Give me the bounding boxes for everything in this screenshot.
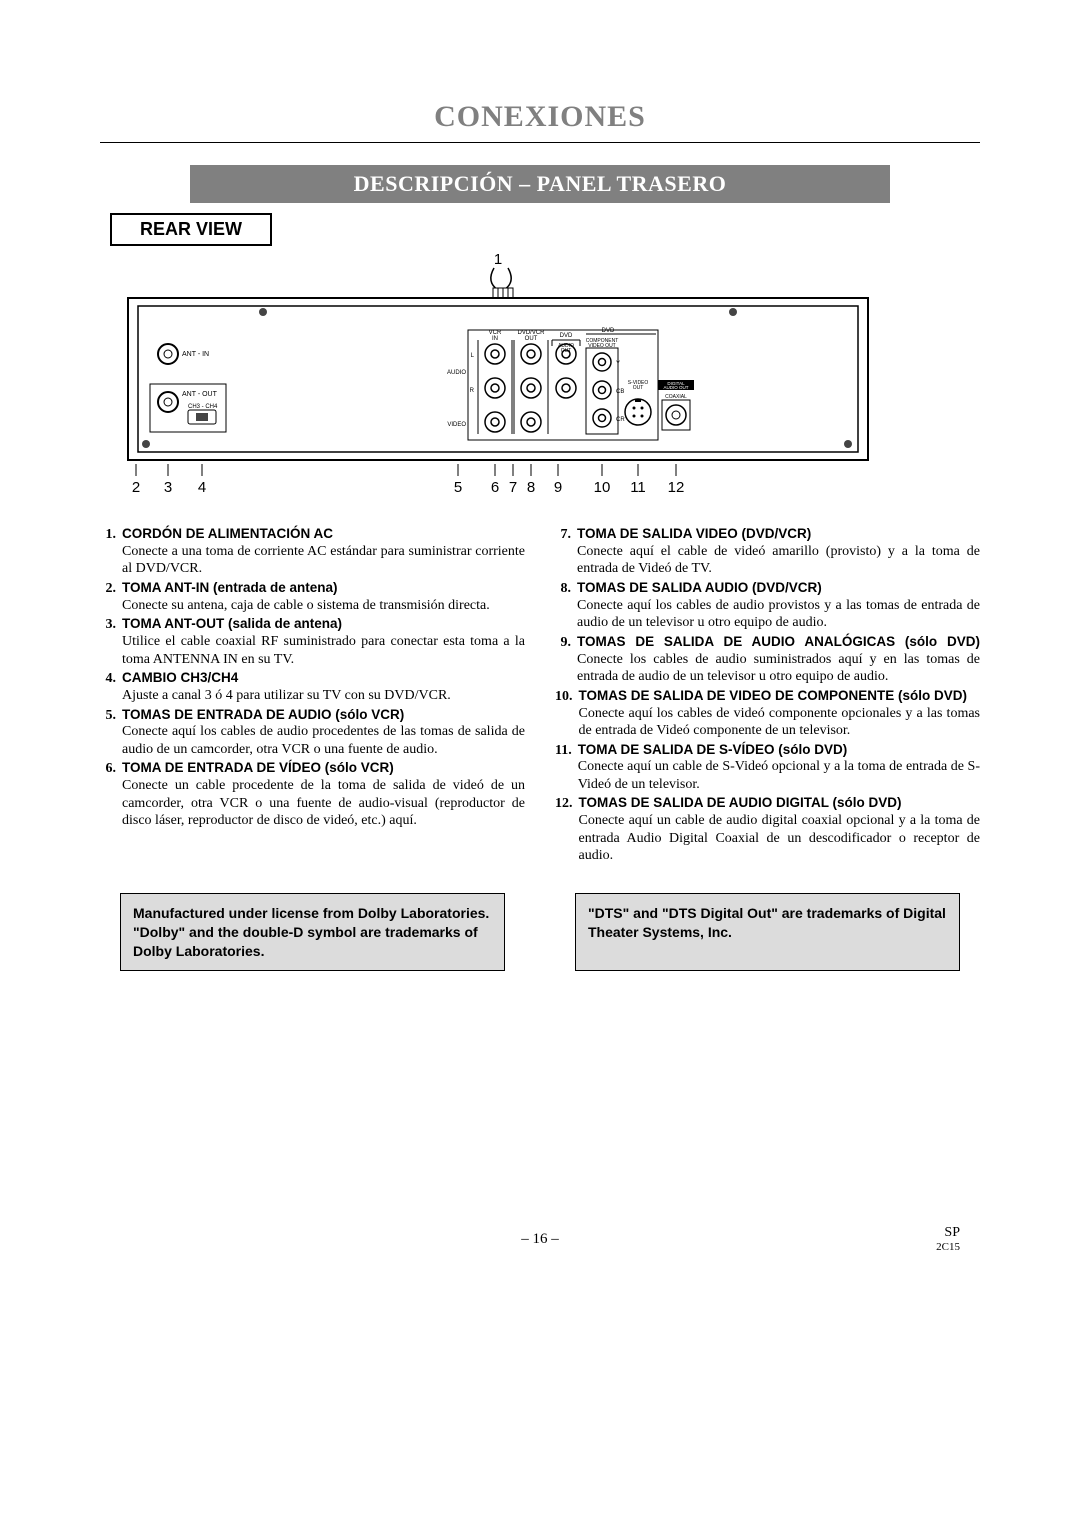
callout-8: 8 — [527, 479, 535, 496]
svg-text:IN: IN — [492, 336, 498, 342]
svg-text:ANT - OUT: ANT - OUT — [182, 391, 218, 398]
svg-text:OUT: OUT — [633, 385, 644, 391]
callout-1: 1 — [494, 252, 502, 268]
item-number: 8. — [555, 580, 577, 632]
svg-text:VIDEO: VIDEO — [447, 422, 466, 428]
item-number: 7. — [555, 526, 577, 578]
list-item: 3.TOMA ANT-OUT (salida de antena)Utilice… — [100, 616, 525, 668]
list-item: 11.TOMA DE SALIDA DE S-VÍDEO (sólo DVD)C… — [555, 742, 980, 794]
item-title: TOMA DE SALIDA DE S-VÍDEO (sólo DVD) — [578, 742, 980, 759]
center-jacks: VCR IN DVD/VCR OUT DVD DVD AUDIO L R VID… — [447, 328, 694, 440]
item-title: TOMA DE SALIDA VIDEO (DVD/VCR) — [577, 526, 980, 543]
item-title: CAMBIO CH3/CH4 — [122, 670, 525, 687]
svg-text:DVD: DVD — [602, 328, 615, 334]
svg-text:Y: Y — [616, 361, 620, 367]
callout-4: 4 — [198, 479, 206, 496]
callout-10: 10 — [594, 479, 611, 496]
diagram-svg: 1 ANT - IN ANT - OUT CH3 - CH4 VCR IN DV… — [118, 252, 878, 502]
right-column: 7.TOMA DE SALIDA VIDEO (DVD/VCR)Conecte … — [555, 526, 980, 867]
item-title: CORDÓN DE ALIMENTACIÓN AC — [122, 526, 525, 543]
svg-text:COAXIAL: COAXIAL — [665, 394, 687, 400]
svg-text:AUDIO: AUDIO — [447, 370, 466, 376]
callout-7: 7 — [509, 479, 517, 496]
list-item: 7.TOMA DE SALIDA VIDEO (DVD/VCR)Conecte … — [555, 526, 980, 578]
item-title: TOMAS DE SALIDA AUDIO (DVD/VCR) — [577, 580, 980, 597]
callout-9: 9 — [554, 479, 562, 496]
list-item: 1.CORDÓN DE ALIMENTACIÓN ACConecte a una… — [100, 526, 525, 578]
dts-notice: "DTS" and "DTS Digital Out" are trademar… — [575, 893, 960, 972]
item-number: 9. — [555, 634, 577, 686]
left-column: 1.CORDÓN DE ALIMENTACIÓN ACConecte a una… — [100, 526, 525, 867]
item-number: 4. — [100, 670, 122, 704]
svg-text:AUDIO OUT: AUDIO OUT — [663, 385, 688, 390]
item-desc: Conecte los cables de audio suministrado… — [577, 651, 980, 686]
antenna-block: ANT - IN ANT - OUT CH3 - CH4 — [150, 344, 226, 432]
item-number: 1. — [100, 526, 122, 578]
item-title: TOMAS DE ENTRADA DE AUDIO (sólo VCR) — [122, 707, 525, 724]
list-item: 2.TOMA ANT-IN (entrada de antena)Conecte… — [100, 580, 525, 614]
svg-text:ANT - IN: ANT - IN — [182, 351, 209, 358]
item-desc: Utilice el cable coaxial RF suministrado… — [122, 633, 525, 668]
item-title: TOMAS DE SALIDA DE AUDIO DIGITAL (sólo D… — [579, 795, 981, 812]
svg-text:DVD: DVD — [560, 333, 573, 339]
item-desc: Conecte aquí un cable de S-Videó opciona… — [578, 758, 980, 793]
item-number: 12. — [555, 795, 579, 864]
list-item: 6.TOMA DE ENTRADA DE VÍDEO (sólo VCR)Con… — [100, 760, 525, 829]
item-desc: Conecte su antena, caja de cable o siste… — [122, 597, 525, 615]
description-columns: 1.CORDÓN DE ALIMENTACIÓN ACConecte a una… — [100, 526, 980, 867]
svg-text:CH3 - CH4: CH3 - CH4 — [188, 404, 218, 410]
callout-5: 5 — [454, 479, 462, 496]
item-title: TOMA ANT-OUT (salida de antena) — [122, 616, 525, 633]
list-item: 12.TOMAS DE SALIDA DE AUDIO DIGITAL (sól… — [555, 795, 980, 864]
section-bar: DESCRIPCIÓN – PANEL TRASERO — [190, 165, 890, 203]
page-title: CONEXIONES — [100, 100, 980, 134]
callout-12: 12 — [668, 479, 685, 496]
callout-11: 11 — [630, 479, 646, 496]
dolby-notice: Manufactured under license from Dolby La… — [120, 893, 505, 972]
item-number: 2. — [100, 580, 122, 614]
page-number: – 16 – — [100, 1231, 980, 1248]
item-desc: Ajuste a canal 3 ó 4 para utilizar su TV… — [122, 687, 525, 705]
item-title: TOMA DE ENTRADA DE VÍDEO (sólo VCR) — [122, 760, 525, 777]
footer: – 16 – SP 2C15 — [100, 1231, 980, 1271]
svg-text:CR: CR — [616, 417, 625, 423]
list-item: 4.CAMBIO CH3/CH4Ajuste a canal 3 ó 4 par… — [100, 670, 525, 704]
item-desc: Conecte un cable procedente de la toma d… — [122, 777, 525, 830]
item-desc: Conecte aquí un cable de audio digital c… — [579, 812, 981, 865]
item-desc: Conecte aquí los cables de audio procede… — [122, 723, 525, 758]
item-desc: Conecte aquí el cable de videó amarillo … — [577, 543, 980, 578]
list-item: 9.TOMAS DE SALIDA DE AUDIO ANALÓGICAS (s… — [555, 634, 980, 686]
item-number: 6. — [100, 760, 122, 829]
item-desc: Conecte aquí los cables de videó compone… — [579, 705, 981, 740]
item-number: 11. — [555, 742, 578, 794]
callout-6: 6 — [491, 479, 499, 496]
notice-row: Manufactured under license from Dolby La… — [100, 893, 980, 972]
footer-code: SP 2C15 — [936, 1225, 960, 1253]
svg-text:L: L — [471, 353, 475, 359]
item-title: TOMAS DE SALIDA DE VIDEO DE COMPONENTE (… — [579, 688, 981, 705]
list-item: 10.TOMAS DE SALIDA DE VIDEO DE COMPONENT… — [555, 688, 980, 740]
item-desc: Conecte a una toma de corriente AC están… — [122, 543, 525, 578]
item-number: 3. — [100, 616, 122, 668]
callout-3: 3 — [164, 479, 172, 496]
item-title: TOMAS DE SALIDA DE AUDIO ANALÓGICAS (sól… — [577, 634, 980, 651]
list-item: 8.TOMAS DE SALIDA AUDIO (DVD/VCR)Conecte… — [555, 580, 980, 632]
rear-view-label: REAR VIEW — [110, 213, 272, 246]
item-number: 5. — [100, 707, 122, 759]
rear-panel-diagram: 1 ANT - IN ANT - OUT CH3 - CH4 VCR IN DV… — [118, 252, 878, 502]
item-number: 10. — [555, 688, 579, 740]
callout-2: 2 — [132, 479, 140, 496]
svg-text:OUT: OUT — [561, 348, 572, 354]
list-item: 5.TOMAS DE ENTRADA DE AUDIO (sólo VCR)Co… — [100, 707, 525, 759]
svg-text:CB: CB — [616, 389, 624, 395]
svg-text:OUT: OUT — [525, 336, 538, 342]
item-desc: Conecte aquí los cables de audio provist… — [577, 597, 980, 632]
item-title: TOMA ANT-IN (entrada de antena) — [122, 580, 525, 597]
divider — [100, 142, 980, 143]
svg-text:R: R — [470, 388, 475, 394]
